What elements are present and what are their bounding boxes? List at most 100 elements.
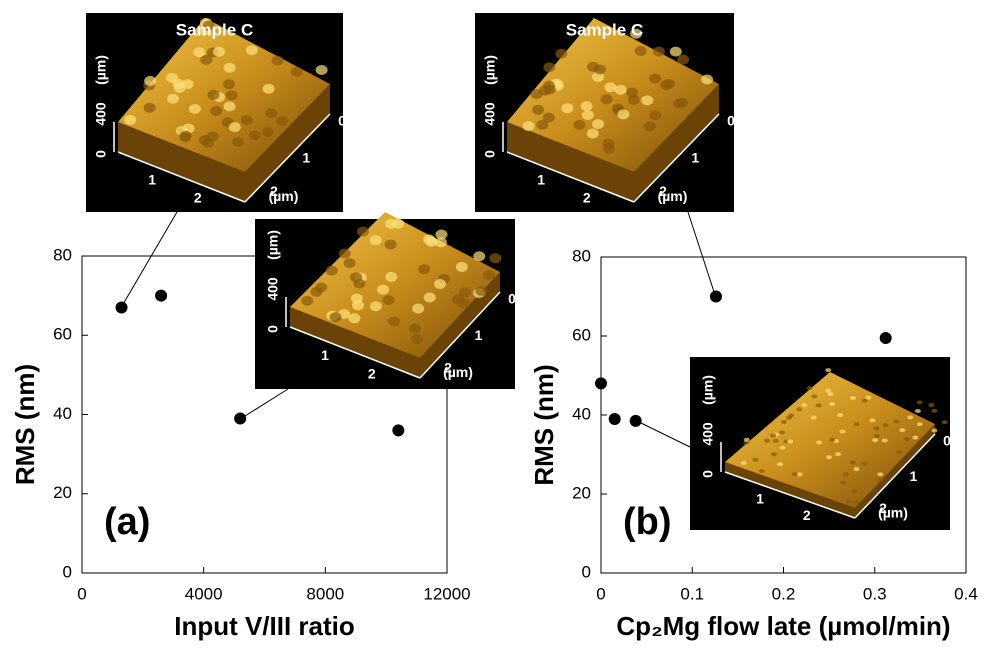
surface-bump xyxy=(223,62,236,73)
surface-bump xyxy=(586,61,599,72)
inset-x-tick: 1 xyxy=(148,172,156,188)
surface-bump xyxy=(382,294,395,305)
surface-bump xyxy=(777,462,784,467)
surface-bump xyxy=(914,409,921,414)
surface-bump xyxy=(837,413,844,418)
surface-bump xyxy=(861,398,868,403)
surface-bump xyxy=(434,279,447,290)
inset-title: Sample C xyxy=(176,20,253,39)
surface-bump xyxy=(851,489,858,494)
x-axis-title: Input V/III ratio xyxy=(174,611,355,641)
surface-bump xyxy=(600,94,613,105)
surface-bump xyxy=(827,392,834,397)
inset-y-tick: 0 xyxy=(943,433,951,449)
surface-bump xyxy=(649,110,662,121)
surface-bump xyxy=(796,407,803,412)
data-point xyxy=(629,414,642,427)
y-tick-label: 20 xyxy=(53,483,72,502)
surface-bump xyxy=(617,109,630,120)
surface-bump xyxy=(248,130,261,141)
x-tick-label: 0.4 xyxy=(954,584,978,603)
surface-bump xyxy=(434,237,447,248)
inset-y-tick: 2 xyxy=(659,183,667,199)
surface-bump xyxy=(780,419,787,424)
surface-bump xyxy=(873,434,880,439)
surface-bump xyxy=(228,122,241,133)
surface-bump xyxy=(872,438,879,443)
inset-y-tick: 2 xyxy=(270,183,278,199)
surface-bump xyxy=(825,388,832,393)
surface-bump xyxy=(643,121,656,132)
surface-bump xyxy=(785,415,792,420)
surface-bump xyxy=(853,500,860,505)
surface-bump xyxy=(772,438,779,443)
surface-bump xyxy=(779,430,786,435)
surface-bump xyxy=(602,143,615,154)
inset-z-unit: (µm) xyxy=(482,55,498,85)
inset-x-tick: 2 xyxy=(583,190,591,206)
surface-bump xyxy=(200,54,213,65)
inset-z-unit: (µm) xyxy=(93,55,109,85)
x-tick-label: 8000 xyxy=(306,584,344,603)
x-tick-label: 0.1 xyxy=(680,584,704,603)
surface-bump xyxy=(223,101,236,112)
surface-bump xyxy=(869,418,876,423)
inset-axis xyxy=(633,113,720,203)
surface-bump xyxy=(388,316,401,327)
x-tick-label: 4000 xyxy=(185,584,223,603)
inset-axis xyxy=(117,151,246,203)
panel-label: (b) xyxy=(623,501,672,543)
inset-y-tick: 1 xyxy=(691,150,699,166)
surface-bump xyxy=(669,46,682,57)
surface-bump xyxy=(573,119,586,130)
x-tick-label: 0.3 xyxy=(863,584,887,603)
surface-bump xyxy=(845,499,852,504)
surface-bump xyxy=(853,422,860,427)
surface-bump xyxy=(144,75,157,86)
inset-y-unit: (µm) xyxy=(878,504,908,520)
surface-bump xyxy=(882,423,889,428)
inset-axis xyxy=(419,291,501,379)
surface-bump xyxy=(329,312,342,323)
surface-bump xyxy=(825,368,832,373)
inset-y-tick: 2 xyxy=(444,360,452,376)
surface-bump xyxy=(369,235,382,246)
surface-bump xyxy=(829,402,836,407)
inset-x-tick: 1 xyxy=(756,491,764,507)
surface-bump xyxy=(806,386,813,391)
surface-bump xyxy=(232,136,245,147)
surface-bump xyxy=(412,303,425,314)
y-tick-label: 20 xyxy=(572,483,591,502)
surface-bump xyxy=(801,403,808,408)
inset-axis xyxy=(854,433,936,519)
surface-bump xyxy=(392,218,405,229)
inset-z-tick: 0 xyxy=(700,470,716,478)
surface-bump xyxy=(787,439,794,444)
surface-bump xyxy=(457,298,470,309)
surface-bump xyxy=(530,89,543,100)
surface-bump xyxy=(811,394,818,399)
inset-y-tick: 1 xyxy=(475,327,483,343)
connector xyxy=(687,211,717,299)
surface-bump xyxy=(376,284,389,295)
surface-bump xyxy=(896,450,903,455)
surface-bump xyxy=(240,115,253,126)
y-tick-label: 60 xyxy=(53,325,72,344)
surface-bump xyxy=(435,229,448,240)
inset-x-tick: 2 xyxy=(368,365,376,381)
surface-bump xyxy=(604,82,617,93)
surface-bump xyxy=(561,103,574,114)
surface-bump xyxy=(758,469,765,474)
surface-bump xyxy=(673,98,686,109)
surface-bump xyxy=(779,445,786,450)
surface-bump xyxy=(543,62,556,73)
surface-bump xyxy=(740,461,747,466)
surface-bump xyxy=(641,95,654,106)
surface-bump xyxy=(325,265,338,276)
surface-bump xyxy=(861,461,868,466)
surface-bump xyxy=(877,472,884,477)
data-point xyxy=(234,412,247,425)
